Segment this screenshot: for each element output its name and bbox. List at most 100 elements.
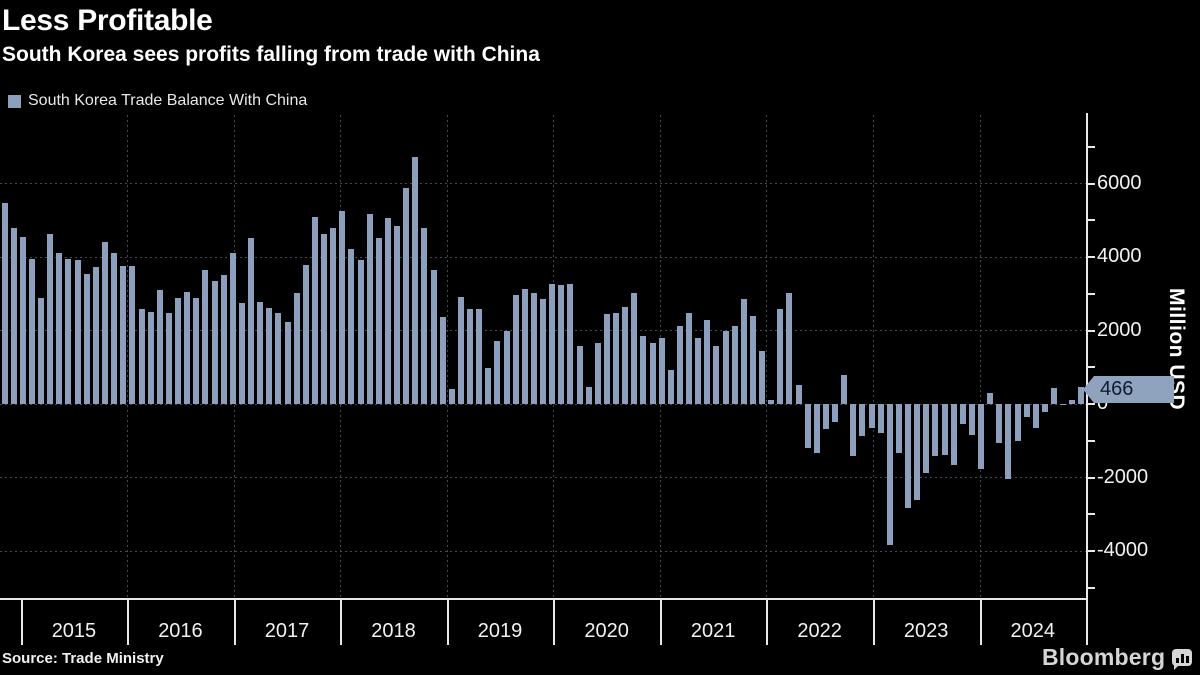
bar-month	[266, 308, 273, 404]
bar-month	[83, 273, 90, 404]
x-axis-year-tick	[979, 598, 982, 645]
y-axis-tick	[1086, 513, 1095, 516]
bar-month	[229, 252, 236, 404]
chart-title: Less Profitable	[2, 4, 213, 37]
bar-month	[686, 312, 692, 404]
bloomberg-logo: Bloomberg	[1042, 644, 1193, 671]
gridline-h-4000	[0, 257, 1086, 258]
bar-month	[366, 214, 373, 404]
bar-month	[795, 384, 802, 404]
x-axis-year-label: 2016	[158, 620, 203, 642]
bar-month	[10, 228, 17, 404]
gridline-year-2019	[446, 115, 448, 601]
bar-month	[1014, 404, 1021, 441]
y-axis-tick-label: 2000	[1097, 318, 1142, 341]
bar-month	[549, 284, 556, 404]
bar-month	[293, 292, 300, 404]
bar-month	[813, 404, 820, 454]
bar-month	[631, 292, 638, 404]
bar-month	[530, 293, 537, 404]
gridline-h-0	[0, 404, 1086, 405]
bar-month	[311, 216, 318, 404]
bar-month	[65, 259, 72, 404]
bar-month	[968, 404, 975, 435]
gridline-h--4000	[0, 551, 1086, 552]
bar-month	[448, 389, 455, 404]
bar-month	[640, 336, 647, 404]
x-axis-year-tick	[20, 598, 23, 645]
x-axis-year-tick	[446, 598, 449, 645]
last-value-label: 466	[1100, 378, 1134, 400]
y-axis-tick	[1086, 145, 1095, 148]
bar-month	[430, 269, 437, 404]
y-axis-tick	[1086, 182, 1095, 185]
x-axis-year-label: 2023	[903, 620, 949, 642]
bar-month	[357, 259, 364, 404]
bar-month	[914, 404, 921, 500]
x-axis-year-label: 2019	[477, 620, 523, 642]
x-axis-year-tick	[127, 598, 130, 645]
bar-month	[503, 330, 510, 404]
bar-month	[184, 291, 191, 404]
bar-month	[959, 404, 966, 424]
y-axis-tick	[1086, 439, 1095, 442]
y-axis-line	[1086, 113, 1088, 601]
y-axis-tick	[1086, 476, 1095, 479]
bar-month	[257, 301, 264, 404]
bar-month	[786, 293, 793, 404]
bar-month	[467, 309, 473, 404]
bar-month	[275, 312, 282, 404]
x-axis-year-label: 2022	[797, 620, 842, 642]
bar-month	[905, 404, 911, 509]
bar-month	[403, 188, 410, 404]
bar-month	[211, 281, 218, 404]
gridline-year-2024	[979, 115, 981, 601]
bar-month	[740, 299, 747, 404]
bar-month	[1, 202, 8, 404]
gridline-year-2022	[766, 115, 768, 601]
bar-month	[804, 404, 811, 449]
bar-month	[330, 228, 337, 404]
bar-month	[302, 265, 309, 404]
bar-month	[220, 275, 227, 404]
bar-month	[822, 404, 829, 430]
bar-month	[613, 312, 619, 404]
bar-month	[248, 238, 254, 404]
y-axis-tick	[1086, 586, 1095, 589]
bar-month	[704, 319, 711, 404]
bar-month	[19, 236, 26, 404]
bar-month	[1023, 404, 1030, 417]
bloomberg-wordmark: Bloomberg	[1042, 644, 1166, 670]
x-axis-year-tick	[340, 598, 343, 645]
bar-month	[193, 298, 200, 404]
x-axis-line	[0, 598, 1088, 600]
bar-month	[832, 404, 838, 422]
bar-month	[667, 369, 674, 404]
bar-month	[156, 290, 163, 404]
gridline-h-6000	[0, 183, 1086, 184]
bar-month	[339, 210, 346, 404]
bar-month	[859, 404, 866, 436]
bar-month	[695, 337, 702, 404]
bar-month	[101, 241, 108, 404]
bar-month	[576, 345, 583, 404]
bar-month	[521, 289, 528, 404]
bar-month	[932, 404, 939, 456]
y-axis-tick-label: -2000	[1097, 465, 1149, 488]
bar-month	[722, 330, 729, 404]
bar-month	[375, 237, 382, 404]
bar-month	[886, 404, 893, 546]
bar-month	[731, 326, 738, 404]
bar-month	[749, 316, 756, 404]
bar-month	[868, 404, 875, 429]
bar-month	[658, 338, 665, 404]
last-value-badge: 466	[1083, 376, 1174, 403]
y-axis-tick	[1086, 219, 1095, 222]
bar-month	[996, 404, 1003, 443]
bar-month	[129, 265, 136, 404]
x-axis-year-tick	[872, 598, 875, 645]
bar-month	[147, 311, 154, 404]
y-axis-tick	[1086, 256, 1095, 258]
